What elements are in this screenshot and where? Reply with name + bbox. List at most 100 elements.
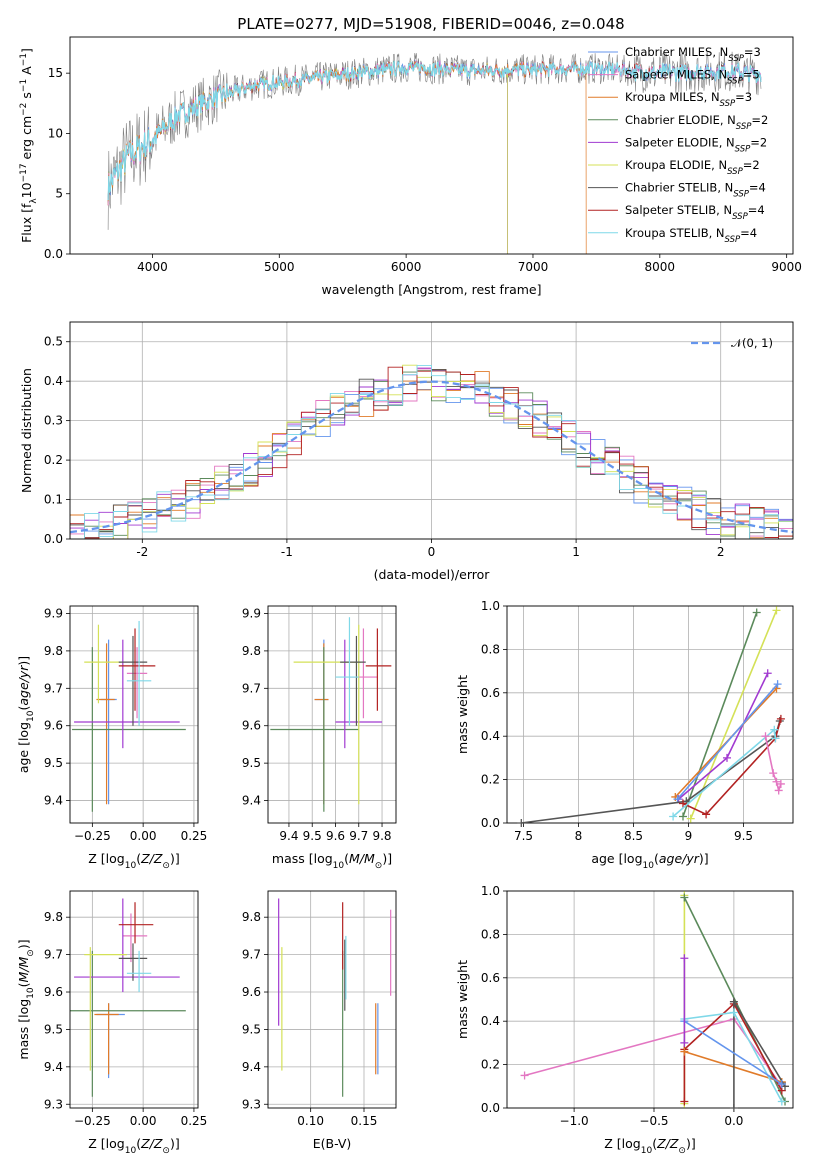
x-tick-label: 0.25 (181, 1114, 208, 1128)
x-axis-label: Z [log10(Z/Z⊙)] (604, 1136, 695, 1156)
plus-marker (761, 732, 770, 741)
plus-marker (777, 1097, 786, 1106)
x-tick-label: 9000 (771, 260, 802, 274)
y-tick-label: 0.4 (481, 729, 500, 743)
weight-line (683, 1020, 783, 1085)
errorbar-point (72, 647, 186, 812)
plus-marker (729, 997, 738, 1006)
y-tick-label: 9.6 (44, 719, 63, 733)
x-tick-label: 9.7 (349, 829, 368, 843)
x-tick-label: 9.6 (326, 829, 345, 843)
plus-marker (680, 954, 689, 963)
plus-marker (770, 725, 779, 734)
axes-residual_hist: -2 -1 0 1 2 0.0 0.1 0.2 0.3 0.4 0.5 (data-model)/er… (19, 321, 794, 582)
plus-marker (680, 1038, 689, 1047)
errorbar-point (126, 620, 152, 726)
x-tick-label: 2 (717, 545, 725, 559)
errorbar-point (349, 628, 378, 719)
x-tick-label: 5000 (264, 260, 295, 274)
x-tick-label: 9.5 (303, 829, 322, 843)
errorbar-point (340, 635, 366, 726)
errorbar-point (314, 639, 329, 805)
y-tick-label: 1.0 (481, 599, 500, 613)
y-tick-label: 0.0 (44, 247, 63, 261)
plus-marker (776, 714, 785, 723)
spectrum-model-line (107, 60, 508, 254)
axes-mass_vs_ebv: 0.10 0.15 9.3 9.4 9.5 9.6 9.7 9.8 E(B-V) (242, 890, 397, 1151)
errorbar-point (96, 643, 115, 805)
y-tick-label: 0.0 (481, 816, 500, 830)
plot-area (70, 898, 186, 1097)
axes-weight_vs_age: 7.5 8 8.5 9 9.5 0.0 0.2 0.4 0.6 0.8 1.0 age [log10(… (455, 599, 794, 871)
plus-marker (702, 810, 711, 819)
plus-marker (517, 819, 526, 827)
errorbar-point (118, 902, 154, 944)
y-axis-label: mass weight (455, 960, 470, 1039)
spectrum-model-line (107, 60, 508, 254)
x-tick-label: −0.25 (74, 1114, 111, 1128)
spectrum-data-line (107, 51, 762, 230)
axes-frame (267, 605, 397, 824)
legend-label: Chabrier ELODIE, NSSP=2 (625, 113, 768, 132)
errorbar-point (84, 947, 127, 1071)
y-tick-label: 9.6 (242, 719, 261, 733)
y-tick-label: 9.9 (44, 606, 63, 620)
x-tick-label: 7.5 (514, 829, 533, 843)
weight-line (689, 609, 778, 820)
plus-marker (772, 606, 781, 615)
plus-marker (680, 893, 689, 902)
y-tick-label: 9.4 (242, 794, 261, 808)
weight-line (682, 612, 758, 817)
x-tick-label: 0.00 (130, 829, 157, 843)
x-tick-label: 1 (572, 545, 580, 559)
axes-frame (69, 890, 199, 1109)
plus-marker (771, 734, 780, 743)
y-tick-label: 0.8 (481, 927, 500, 941)
plus-marker (729, 1104, 738, 1112)
y-tick-label: 0.4 (481, 1014, 500, 1028)
errorbar-point (94, 1003, 119, 1075)
x-tick-label: 0.15 (351, 1114, 378, 1128)
axes-frame (69, 36, 794, 255)
y-axis-label: Normed distribution (19, 368, 34, 493)
legend-label: Chabrier STELIB, NSSP=4 (625, 181, 766, 200)
legend-label: Kroupa MILES, NSSP=3 (625, 90, 752, 109)
x-tick-label: 8.5 (624, 829, 643, 843)
y-tick-label: 9.4 (44, 1060, 63, 1074)
y-tick-label: 9.8 (44, 644, 63, 658)
plus-marker (776, 779, 785, 788)
x-axis-label: Z [log10(Z/Z⊙)] (88, 851, 179, 871)
normal-curve (70, 380, 793, 534)
x-axis-label: age [log10(age/yr)] (591, 851, 708, 871)
x-tick-label: 0.0 (724, 1114, 743, 1128)
plus-marker (752, 608, 761, 617)
x-axis-label: E(B-V) (313, 1136, 352, 1151)
plus-marker (686, 814, 695, 823)
y-tick-label: 9.7 (242, 948, 261, 962)
histogram-step (70, 364, 793, 539)
y-axis-label: Flux [fλ10−17 erg cm−2 s−1 A−1] (19, 48, 39, 243)
y-tick-label: 0.5 (44, 335, 63, 349)
legend-label: Salpeter ELODIE, NSSP=2 (625, 135, 767, 154)
x-tick-label: 9 (685, 829, 693, 843)
y-tick-label: 0.0 (481, 1101, 500, 1115)
x-axis-label: (data-model)/error (374, 567, 491, 582)
weight-line (684, 1050, 783, 1083)
y-tick-label: 0.8 (481, 642, 500, 656)
x-tick-label: 0.10 (297, 1114, 324, 1128)
plus-marker (763, 669, 772, 678)
x-tick-label: -1 (281, 545, 293, 559)
plus-marker (773, 680, 782, 689)
legend-label: Salpeter STELIB, NSSP=4 (625, 203, 765, 222)
errorbar-point (270, 647, 359, 812)
errorbar-point (118, 628, 156, 711)
plus-marker (520, 1071, 529, 1080)
y-tick-label: 0.1 (44, 493, 63, 507)
x-axis-label: Z [log10(Z/Z⊙)] (88, 1136, 179, 1156)
plot-area (72, 620, 186, 812)
plus-marker (679, 799, 687, 808)
y-tick-label: 9.7 (242, 681, 261, 695)
axes-frame (69, 321, 794, 540)
errorbar-point (74, 639, 180, 749)
